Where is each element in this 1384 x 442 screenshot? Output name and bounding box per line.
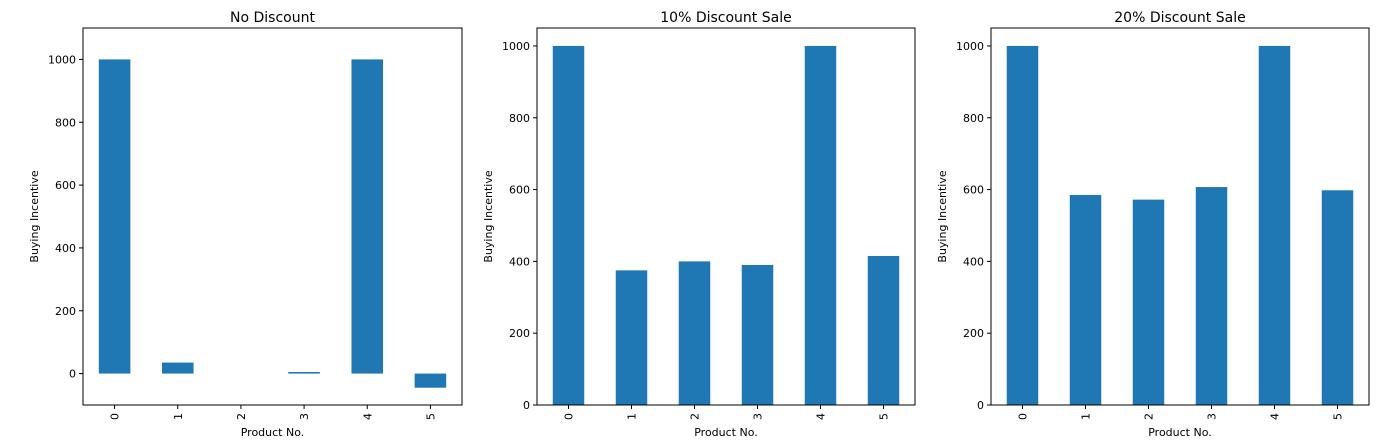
y-tick-label: 400 <box>963 255 984 268</box>
y-tick-label: 400 <box>55 242 76 255</box>
x-tick-label: 0 <box>563 413 576 420</box>
y-tick-label: 600 <box>55 179 76 192</box>
y-tick-label: 400 <box>509 255 530 268</box>
y-tick-label: 1000 <box>956 40 984 53</box>
y-tick-label: 200 <box>963 327 984 340</box>
x-tick-label: 5 <box>424 413 437 420</box>
x-tick-label: 3 <box>298 413 311 420</box>
x-tick-label: 4 <box>1269 413 1282 420</box>
x-tick-label: 2 <box>235 413 248 420</box>
y-tick-label: 800 <box>55 116 76 129</box>
x-tick-label: 2 <box>1143 413 1156 420</box>
y-tick-label: 1000 <box>48 53 76 66</box>
bar-2 <box>678 261 711 405</box>
x-axis-label: Product No. <box>241 426 305 439</box>
y-tick-label: 0 <box>523 399 530 412</box>
bar-5 <box>1321 190 1354 405</box>
axes-frame <box>990 27 1370 406</box>
bar-5 <box>867 255 900 405</box>
x-tick-label: 0 <box>109 413 122 420</box>
y-tick-label: 200 <box>509 327 530 340</box>
chart-title: 10% Discount Sale <box>660 10 791 26</box>
x-tick-label: 4 <box>361 413 374 420</box>
y-tick-label: 0 <box>977 399 984 412</box>
axes-frame <box>82 27 463 406</box>
bar-0 <box>1006 45 1039 405</box>
x-tick-label: 0 <box>1017 413 1030 420</box>
x-tick-label: 2 <box>689 413 702 420</box>
bar-4 <box>351 59 384 374</box>
y-axis-label: Buying Incentive <box>936 170 949 262</box>
bar-4 <box>1258 45 1291 405</box>
x-axis-label: Product No. <box>694 426 758 439</box>
chart-title: No Discount <box>230 10 315 26</box>
bar-3 <box>1195 187 1228 405</box>
x-tick-label: 4 <box>815 413 828 420</box>
x-tick-label: 5 <box>878 413 891 420</box>
axes-frame <box>536 27 916 406</box>
bar-5 <box>414 373 447 388</box>
x-tick-label: 5 <box>1332 413 1345 420</box>
bar-1 <box>161 362 194 374</box>
y-tick-label: 0 <box>69 368 76 381</box>
x-tick-label: 1 <box>626 413 639 420</box>
bar-0 <box>98 59 131 374</box>
chart-panel-1: 0 200 400 600 800 1000 0 1 2 3 4 5 No Discount Produc… <box>28 10 463 439</box>
x-axis-label: Product No. <box>1148 426 1212 439</box>
y-tick-label: 800 <box>509 112 530 125</box>
x-tick-label: 1 <box>1080 413 1093 420</box>
x-tick-label: 1 <box>172 413 185 420</box>
y-tick-label: 600 <box>963 184 984 197</box>
chart-panel-2: 0 200 400 600 800 1000 0 1 2 3 4 5 10% Discount Sale… <box>482 10 916 439</box>
x-tick-label: 3 <box>1206 413 1219 420</box>
bar-0 <box>552 45 585 405</box>
bar-1 <box>615 270 648 405</box>
y-tick-label: 800 <box>963 112 984 125</box>
y-tick-label: 200 <box>55 305 76 318</box>
y-axis-label: Buying Incentive <box>28 170 41 262</box>
y-tick-label: 600 <box>509 184 530 197</box>
y-tick-label: 1000 <box>502 40 530 53</box>
x-tick-label: 3 <box>752 413 765 420</box>
chart-panel-3: 0 200 400 600 800 1000 0 1 2 3 4 5 20% Discount Sale… <box>936 10 1370 439</box>
bar-3 <box>288 372 320 374</box>
bar-2 <box>1132 199 1165 405</box>
y-axis-label: Buying Incentive <box>482 170 495 262</box>
chart-title: 20% Discount Sale <box>1114 10 1245 26</box>
bar-4 <box>804 45 837 405</box>
bar-3 <box>741 264 774 405</box>
bar-1 <box>1069 194 1102 405</box>
